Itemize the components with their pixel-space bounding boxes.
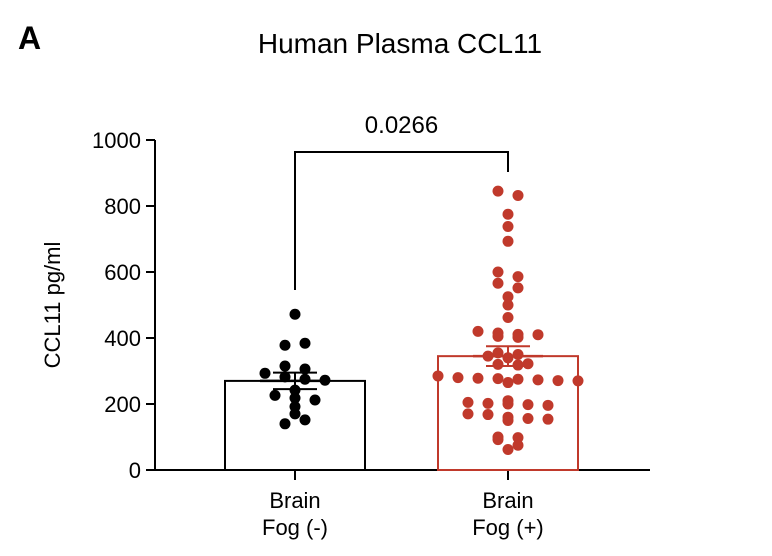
data-point — [299, 414, 311, 426]
data-point — [502, 291, 514, 303]
data-point — [492, 185, 504, 197]
x-tick-label: Fog (-) — [262, 515, 328, 540]
data-point — [492, 434, 504, 446]
data-point — [552, 375, 564, 387]
data-point — [512, 373, 524, 385]
data-point — [502, 235, 514, 247]
chart-title: Human Plasma CCL11 — [257, 28, 543, 59]
data-point — [279, 339, 291, 351]
data-point — [502, 415, 514, 426]
y-tick-label: 1000 — [92, 128, 141, 153]
data-point — [512, 439, 524, 451]
y-tick-label: 800 — [104, 194, 141, 219]
data-point — [522, 358, 534, 370]
data-point — [289, 308, 301, 320]
data-point — [472, 372, 484, 384]
data-point — [492, 266, 504, 278]
data-point — [512, 331, 524, 343]
y-tick-label: 0 — [129, 458, 141, 483]
data-point — [542, 399, 554, 411]
data-point — [502, 299, 514, 311]
data-point — [482, 409, 494, 421]
data-point — [502, 377, 514, 389]
data-point — [512, 271, 524, 283]
data-point — [502, 208, 514, 220]
y-tick-label: 400 — [104, 326, 141, 351]
data-point — [512, 189, 524, 201]
data-point — [492, 330, 504, 342]
p-value-label: 0.0266 — [365, 112, 438, 139]
data-point — [492, 358, 504, 370]
y-tick-label: 200 — [104, 392, 141, 417]
data-point — [462, 408, 474, 420]
panel-label: A — [18, 20, 42, 56]
data-point — [522, 413, 534, 425]
data-point — [542, 413, 554, 425]
data-point — [279, 418, 291, 430]
data-point — [259, 367, 271, 379]
data-point — [289, 392, 301, 404]
data-point — [502, 444, 514, 456]
data-point — [279, 360, 291, 372]
data-point — [502, 398, 514, 410]
data-point — [512, 432, 524, 444]
x-tick-label: Brain — [269, 488, 320, 513]
data-point — [299, 337, 311, 349]
data-point — [269, 389, 281, 401]
x-tick-label: Brain — [482, 488, 533, 513]
data-point — [299, 373, 311, 385]
data-point — [532, 329, 544, 341]
data-point — [289, 401, 301, 413]
data-point — [512, 282, 524, 294]
data-point — [492, 277, 504, 289]
data-point — [502, 220, 514, 232]
data-point — [482, 397, 494, 409]
data-point — [572, 375, 584, 387]
data-point — [512, 349, 524, 360]
y-tick-label: 600 — [104, 260, 141, 285]
data-point — [309, 394, 321, 406]
significance-bracket — [294, 151, 509, 290]
data-point — [472, 325, 484, 337]
data-point — [492, 373, 504, 385]
x-tick-label: Fog (+) — [472, 515, 544, 540]
data-point — [452, 372, 464, 384]
data-point — [502, 312, 514, 324]
y-axis-label: CCL11 pg/ml — [40, 242, 65, 369]
data-point — [432, 370, 444, 382]
data-point — [532, 374, 544, 386]
data-point — [522, 399, 534, 411]
data-point — [462, 396, 474, 408]
